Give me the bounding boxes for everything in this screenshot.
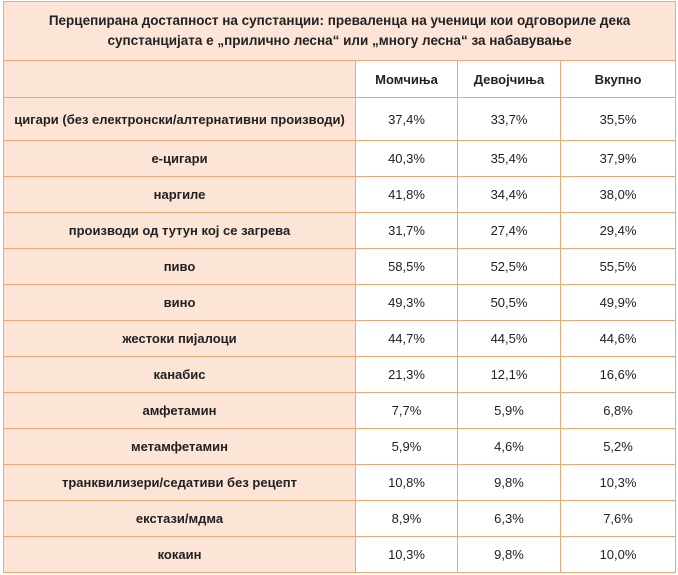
column-header xyxy=(3,60,356,98)
cell-value: 49,3% xyxy=(355,284,458,321)
cell-value: 10,8% xyxy=(355,464,458,501)
data-row: амфетамин 7,7% 5,9% 6,8% xyxy=(3,392,677,429)
data-row: вино 49,3% 50,5% 49,9% xyxy=(3,284,677,321)
cell-value: 49,9% xyxy=(559,284,677,321)
cell-value: 44,7% xyxy=(355,320,458,357)
cell-value: 34,4% xyxy=(457,176,561,213)
cell-value: 10,3% xyxy=(355,536,458,573)
cell-value: 37,4% xyxy=(355,97,458,141)
data-row: екстази/мдма 8,9% 6,3% 7,6% xyxy=(3,500,677,537)
cell-value: 55,5% xyxy=(559,248,677,285)
cell-value: 9,8% xyxy=(457,464,561,501)
cell-value: 5,9% xyxy=(457,392,561,429)
cell-value: 50,5% xyxy=(457,284,561,321)
cell-value: 9,8% xyxy=(457,536,561,573)
cell-value: 44,6% xyxy=(559,320,677,357)
row-label: наргиле xyxy=(3,176,356,213)
title-row: Перцепирана достапност на супстанции: пр… xyxy=(2,1,677,61)
data-row: кокаин 10,3% 9,8% 10,0% xyxy=(3,536,677,573)
column-header: Вкупно xyxy=(559,60,677,98)
cell-value: 8,9% xyxy=(355,500,458,537)
row-label: канабис xyxy=(3,356,356,393)
row-label: екстази/мдма xyxy=(3,500,356,537)
cell-value: 10,3% xyxy=(559,464,677,501)
column-header: Девојчиња xyxy=(457,60,561,98)
cell-value: 4,6% xyxy=(457,428,561,465)
cell-value: 16,6% xyxy=(559,356,677,393)
cell-value: 40,3% xyxy=(355,140,458,177)
data-row: производи од тутун кој се загрева 31,7% 27… xyxy=(3,212,677,249)
cell-value: 41,8% xyxy=(355,176,458,213)
data-row: метамфетамин 5,9% 4,6% 5,2% xyxy=(3,428,677,465)
table-title: Перцепирана достапност на супстанции: пр… xyxy=(2,1,677,61)
cell-value: 35,5% xyxy=(559,97,677,141)
data-row: цигари (без електронски/алтернативни про… xyxy=(3,97,677,141)
cell-value: 27,4% xyxy=(457,212,561,249)
cell-value: 6,3% xyxy=(457,500,561,537)
cell-value: 44,5% xyxy=(457,320,561,357)
header-row: Момчиња Девојчиња Вкупно xyxy=(3,60,677,98)
data-row: жестоки пијалоци 44,7% 44,5% 44,6% xyxy=(3,320,677,357)
row-label: производи од тутун кој се загрева xyxy=(3,212,356,249)
cell-value: 21,3% xyxy=(355,356,458,393)
cell-value: 37,9% xyxy=(559,140,677,177)
cell-value: 7,6% xyxy=(559,500,677,537)
row-label: амфетамин xyxy=(3,392,356,429)
cell-value: 5,9% xyxy=(355,428,458,465)
data-row: канабис 21,3% 12,1% 16,6% xyxy=(3,356,677,393)
cell-value: 38,0% xyxy=(559,176,677,213)
row-label: цигари (без електронски/алтернативни про… xyxy=(3,97,356,141)
cell-value: 31,7% xyxy=(355,212,458,249)
data-row: е-цигари 40,3% 35,4% 37,9% xyxy=(3,140,677,177)
cell-value: 29,4% xyxy=(559,212,677,249)
cell-value: 6,8% xyxy=(559,392,677,429)
row-label: пиво xyxy=(3,248,356,285)
row-label: е-цигари xyxy=(3,140,356,177)
row-label: жестоки пијалоци xyxy=(3,320,356,357)
row-label: транквилизери/седативи без рецепт xyxy=(3,464,356,501)
data-row: пиво 58,5% 52,5% 55,5% xyxy=(3,248,677,285)
data-row: наргиле 41,8% 34,4% 38,0% xyxy=(3,176,677,213)
cell-value: 10,0% xyxy=(559,536,677,573)
cell-value: 52,5% xyxy=(457,248,561,285)
row-label: вино xyxy=(3,284,356,321)
cell-value: 58,5% xyxy=(355,248,458,285)
column-header: Момчиња xyxy=(355,60,458,98)
cell-value: 35,4% xyxy=(457,140,561,177)
cell-value: 33,7% xyxy=(457,97,561,141)
cell-value: 12,1% xyxy=(457,356,561,393)
row-label: метамфетамин xyxy=(3,428,356,465)
cell-value: 5,2% xyxy=(559,428,677,465)
cell-value: 7,7% xyxy=(355,392,458,429)
row-label: кокаин xyxy=(3,536,356,573)
data-row: транквилизери/седативи без рецепт 10,8% 9,… xyxy=(3,464,677,501)
